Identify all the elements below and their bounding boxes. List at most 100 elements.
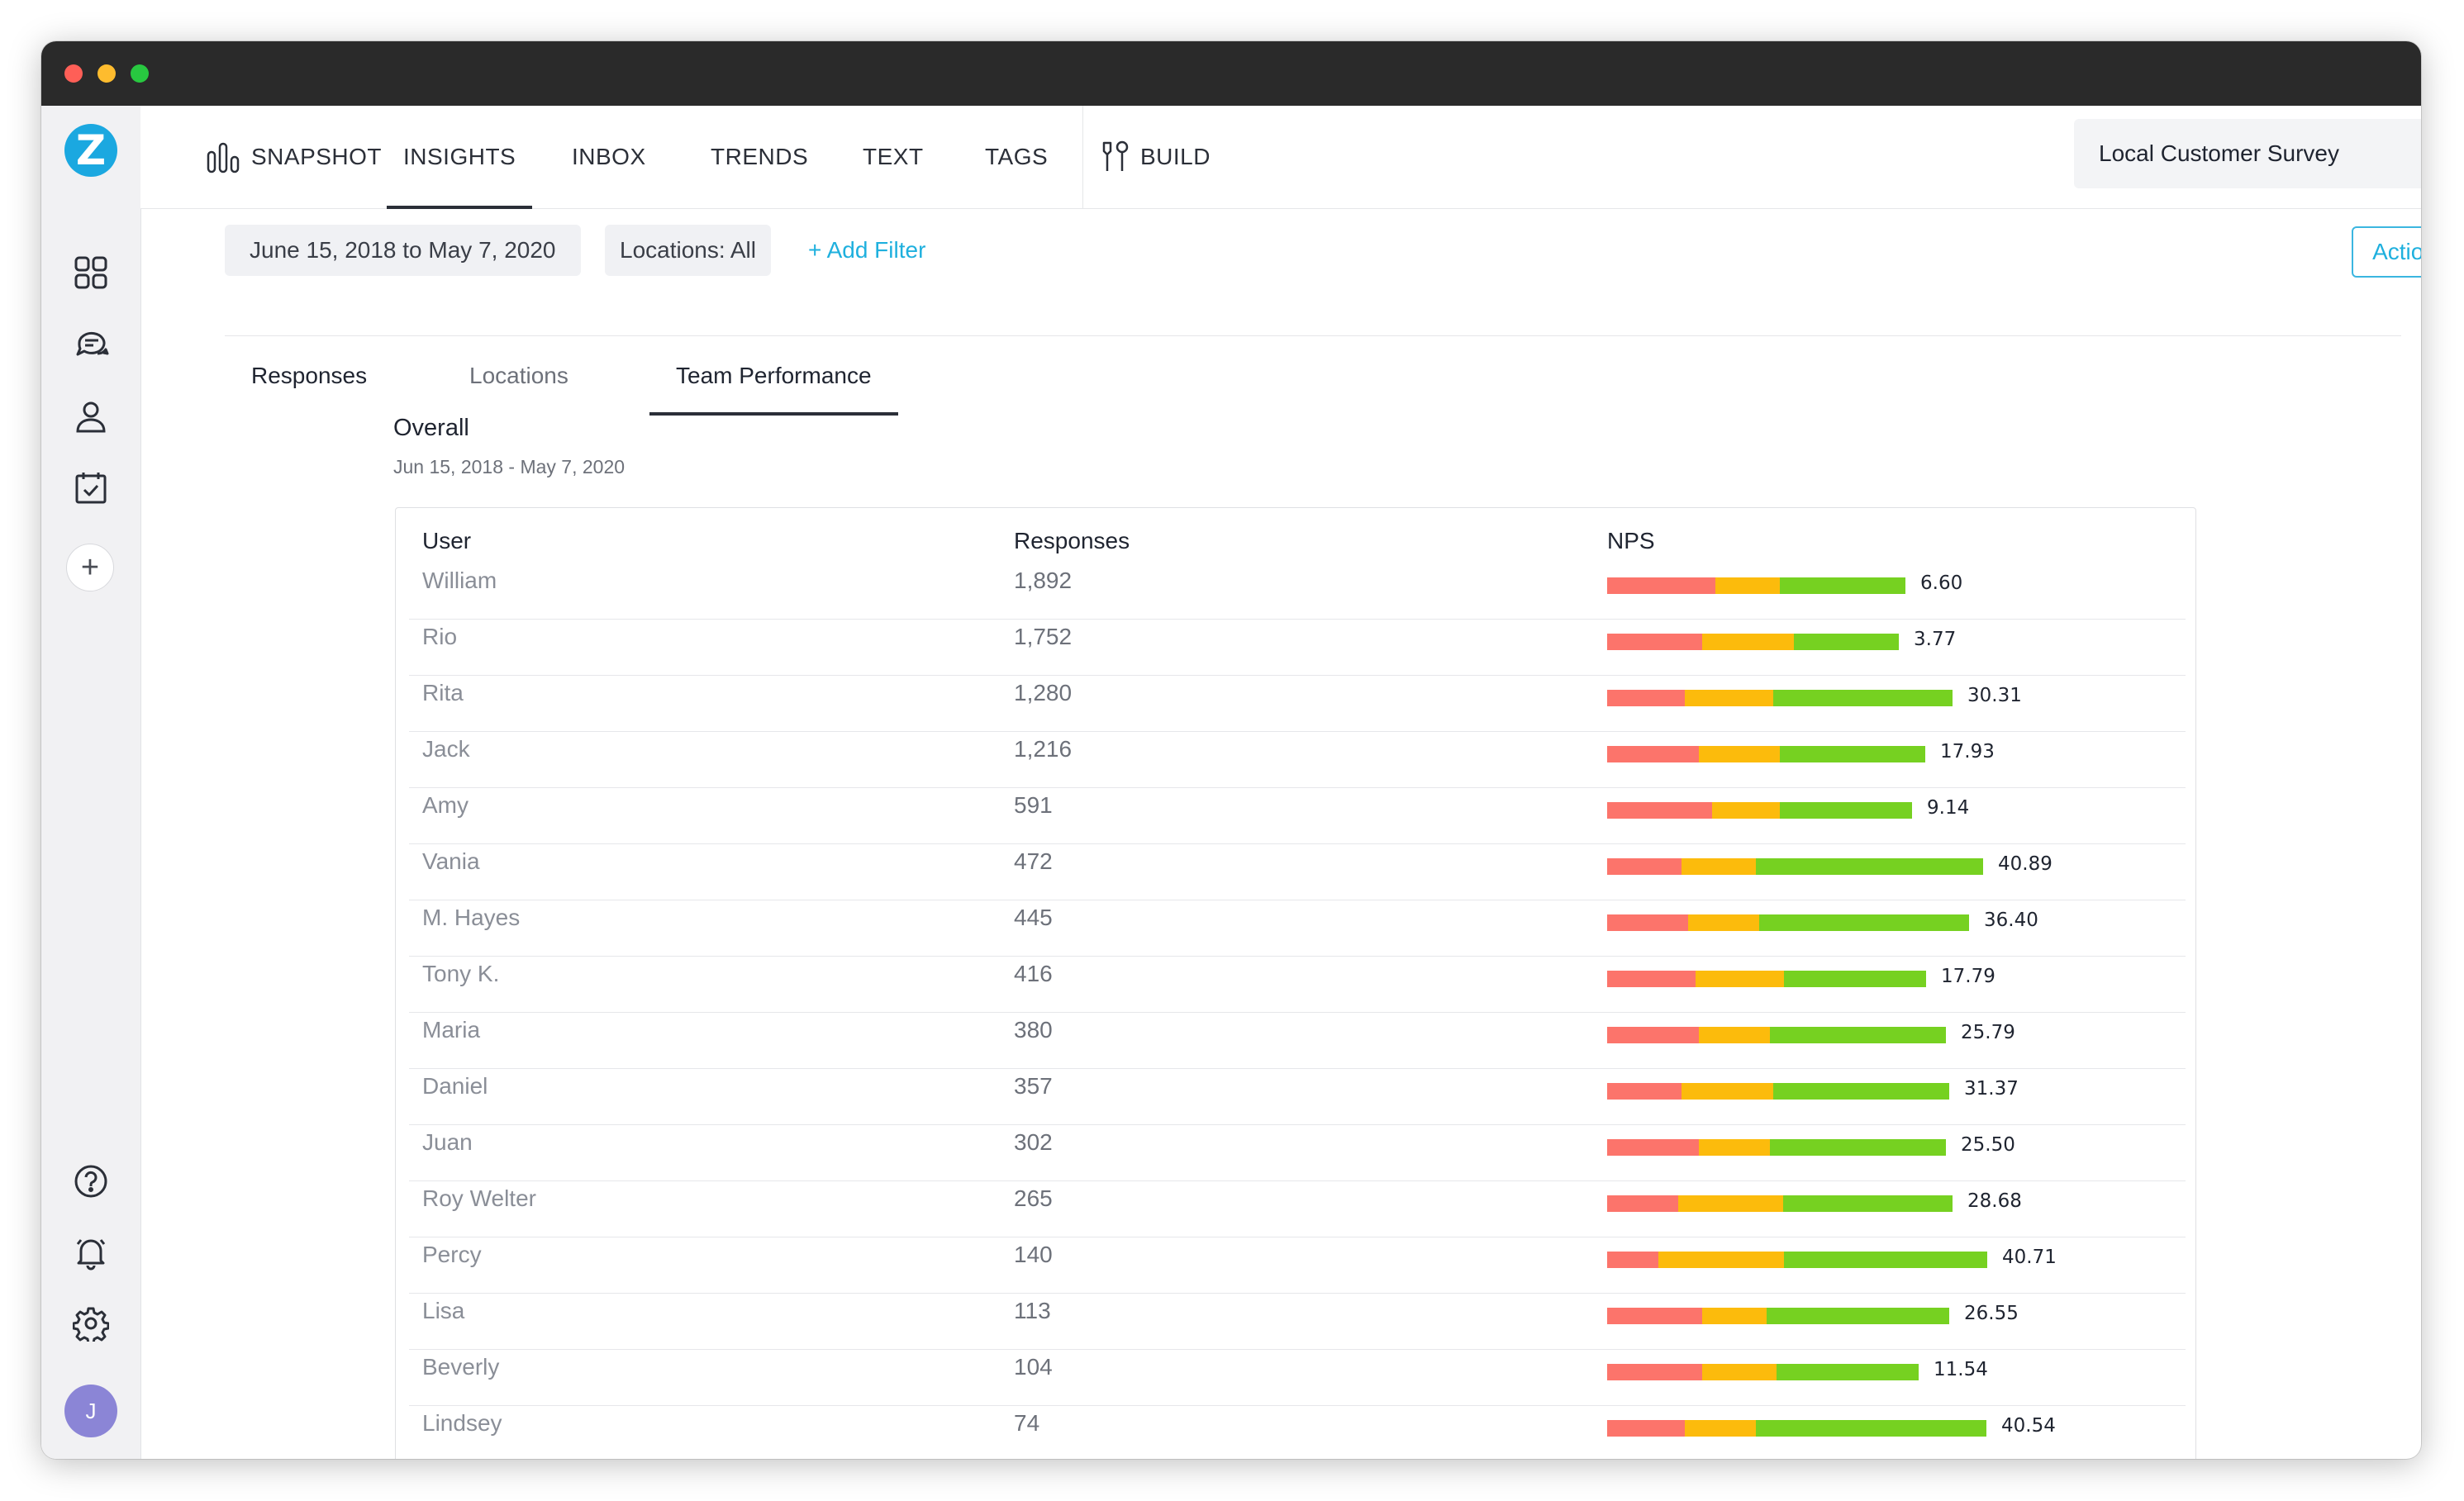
add-filter-link[interactable]: + Add Filter	[808, 237, 926, 263]
cell-user: Percy	[422, 1242, 482, 1267]
table-row[interactable]: Jack 1,216 17.93	[409, 731, 2186, 788]
nps-score: 40.54	[2001, 1415, 2056, 1437]
nps-passive-segment	[1682, 858, 1756, 875]
nps-passive-segment	[1658, 1252, 1784, 1268]
nav-divider	[1082, 106, 1083, 208]
nps-promoter-segment	[1780, 577, 1905, 594]
nps-score: 9.14	[1927, 797, 1970, 819]
table-row[interactable]: Roy Welter 265 28.68	[409, 1180, 2186, 1237]
nps-passive-segment	[1702, 634, 1794, 650]
tab-tags[interactable]: TAGS	[985, 106, 1048, 208]
plus-icon[interactable]: +	[66, 544, 114, 591]
tab-inbox-label: INBOX	[572, 144, 646, 169]
cell-responses: 1,752	[1014, 624, 1073, 649]
avatar[interactable]: J	[64, 1385, 117, 1437]
nps-detractor-segment	[1607, 634, 1702, 650]
window-titlebar	[41, 41, 2421, 106]
nps-passive-segment	[1699, 1027, 1770, 1043]
cell-user: Rio	[422, 624, 458, 649]
nps-detractor-segment	[1607, 746, 1699, 762]
table-row[interactable]: William 1,892 6.60	[409, 563, 2186, 620]
cell-responses: 1,216	[1014, 736, 1073, 762]
app-logo[interactable]: Z	[64, 124, 117, 177]
table-row[interactable]: Daniel 357 31.37	[409, 1068, 2186, 1125]
nps-score: 26.55	[1964, 1303, 2019, 1324]
date-range-filter[interactable]: June 15, 2018 to May 7, 2020	[225, 225, 581, 276]
subtab-team-performance[interactable]: Team Performance	[649, 336, 898, 416]
nps-detractor-segment	[1607, 1420, 1685, 1437]
cell-responses: 265	[1014, 1185, 1053, 1211]
tab-inbox[interactable]: INBOX	[572, 106, 646, 208]
tab-snapshot[interactable]: SNAPSHOT	[207, 106, 382, 208]
table-row[interactable]: Rita 1,280 30.31	[409, 675, 2186, 732]
survey-select[interactable]: Local Customer Survey	[2074, 119, 2421, 188]
tab-text[interactable]: TEXT	[863, 106, 924, 208]
nps-score: 6.60	[1920, 572, 1963, 594]
table-row[interactable]: Juan 302 25.50	[409, 1124, 2186, 1181]
nps-promoter-segment	[1759, 914, 1969, 931]
section-date-range: Jun 15, 2018 - May 7, 2020	[393, 456, 626, 477]
chat-bubbles-icon[interactable]	[73, 325, 109, 362]
nps-score: 28.68	[1967, 1190, 2022, 1212]
cell-user: William	[422, 568, 497, 593]
table-row[interactable]: Lindsey 74 40.54	[409, 1405, 2186, 1459]
nps-detractor-segment	[1607, 690, 1685, 706]
nps-detractor-segment	[1607, 914, 1688, 931]
cell-user: Maria	[422, 1017, 481, 1043]
table-row[interactable]: Maria 380 25.79	[409, 1012, 2186, 1069]
column-header-nps[interactable]: NPS	[1607, 528, 1655, 553]
bell-icon[interactable]	[73, 1234, 109, 1271]
grid-icon[interactable]	[73, 254, 109, 291]
tab-trends[interactable]: TRENDS	[711, 106, 808, 208]
column-header-user[interactable]: User	[422, 528, 472, 553]
nps-passive-segment	[1702, 1364, 1777, 1380]
table-row[interactable]: Tony K. 416 17.79	[409, 956, 2186, 1013]
top-navigation: SNAPSHOT INSIGHTS INBOX TRENDS TEXT TAGS…	[140, 106, 2421, 209]
nps-bar	[1607, 1252, 1987, 1268]
table-row[interactable]: Rio 1,752 3.77	[409, 619, 2186, 676]
tab-insights[interactable]: INSIGHTS	[386, 106, 533, 209]
nps-passive-segment	[1685, 690, 1773, 706]
nps-passive-segment	[1699, 1139, 1770, 1156]
nps-promoter-segment	[1756, 1420, 1986, 1437]
nps-bar	[1607, 690, 1953, 706]
nps-detractor-segment	[1607, 1308, 1702, 1324]
actions-button[interactable]: Actions	[2352, 226, 2421, 278]
close-window-button[interactable]	[64, 64, 83, 83]
cell-responses: 104	[1014, 1354, 1053, 1380]
subtab-responses[interactable]: Responses	[251, 363, 368, 388]
nps-promoter-segment	[1777, 1364, 1919, 1380]
calendar-check-icon[interactable]	[73, 469, 109, 506]
nps-promoter-segment	[1770, 1139, 1946, 1156]
nps-bar	[1607, 858, 1983, 875]
help-icon[interactable]	[73, 1163, 109, 1199]
gear-icon[interactable]	[72, 1305, 110, 1345]
nps-passive-segment	[1712, 802, 1780, 819]
column-header-responses[interactable]: Responses	[1014, 528, 1130, 553]
table-row[interactable]: Amy 591 9.14	[409, 787, 2186, 844]
table-row[interactable]: Vania 472 40.89	[409, 843, 2186, 900]
avatar-initial: J	[85, 1398, 97, 1423]
table-row[interactable]: Beverly 104 11.54	[409, 1349, 2186, 1406]
nps-passive-segment	[1702, 1308, 1767, 1324]
app-window: Z +	[41, 41, 2421, 1459]
nps-detractor-segment	[1607, 1195, 1678, 1212]
cell-responses: 380	[1014, 1017, 1053, 1043]
zoom-window-button[interactable]	[131, 64, 149, 83]
subtab-locations[interactable]: Locations	[469, 363, 568, 388]
cell-responses: 1,892	[1014, 568, 1073, 593]
person-icon[interactable]	[73, 398, 109, 435]
cell-responses: 591	[1014, 792, 1053, 818]
nps-score: 40.89	[1998, 853, 2053, 875]
locations-filter[interactable]: Locations: All	[605, 225, 771, 276]
nps-score: 25.79	[1961, 1022, 2015, 1043]
nps-passive-segment	[1682, 1083, 1773, 1100]
table-row[interactable]: Lisa 113 26.55	[409, 1293, 2186, 1350]
minimize-window-button[interactable]	[98, 64, 116, 83]
nps-promoter-segment	[1773, 1083, 1949, 1100]
table-row[interactable]: M. Hayes 445 36.40	[409, 900, 2186, 957]
nps-promoter-segment	[1794, 634, 1899, 650]
nps-detractor-segment	[1607, 1252, 1658, 1268]
tab-build[interactable]: BUILD	[1101, 106, 1211, 208]
table-row[interactable]: Percy 140 40.71	[409, 1237, 2186, 1294]
